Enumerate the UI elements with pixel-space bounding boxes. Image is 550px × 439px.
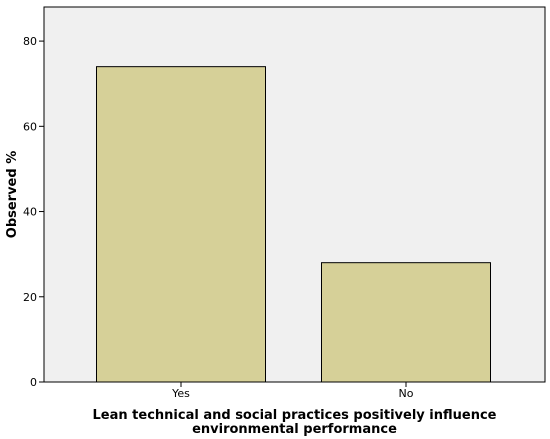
y-tick-label-60: 60 [23, 120, 37, 133]
x-axis-title-line-2: environmental performance [192, 422, 397, 437]
y-tick-label-40: 40 [23, 206, 37, 219]
bar-no [321, 262, 491, 383]
x-axis: Yes No [171, 382, 414, 400]
bar-yes [96, 66, 266, 383]
x-axis-title-line-1: Lean technical and social practices posi… [93, 408, 497, 423]
bars-group [96, 66, 491, 383]
x-tick-label-no: No [399, 387, 414, 400]
y-tick-label-20: 20 [23, 291, 37, 304]
x-tick-label-yes: Yes [171, 387, 190, 400]
y-tick-label-0: 0 [30, 376, 37, 389]
y-axis: 0 20 40 60 80 [23, 35, 44, 389]
y-axis-title: Observed % [5, 151, 20, 238]
y-tick-label-80: 80 [23, 35, 37, 48]
